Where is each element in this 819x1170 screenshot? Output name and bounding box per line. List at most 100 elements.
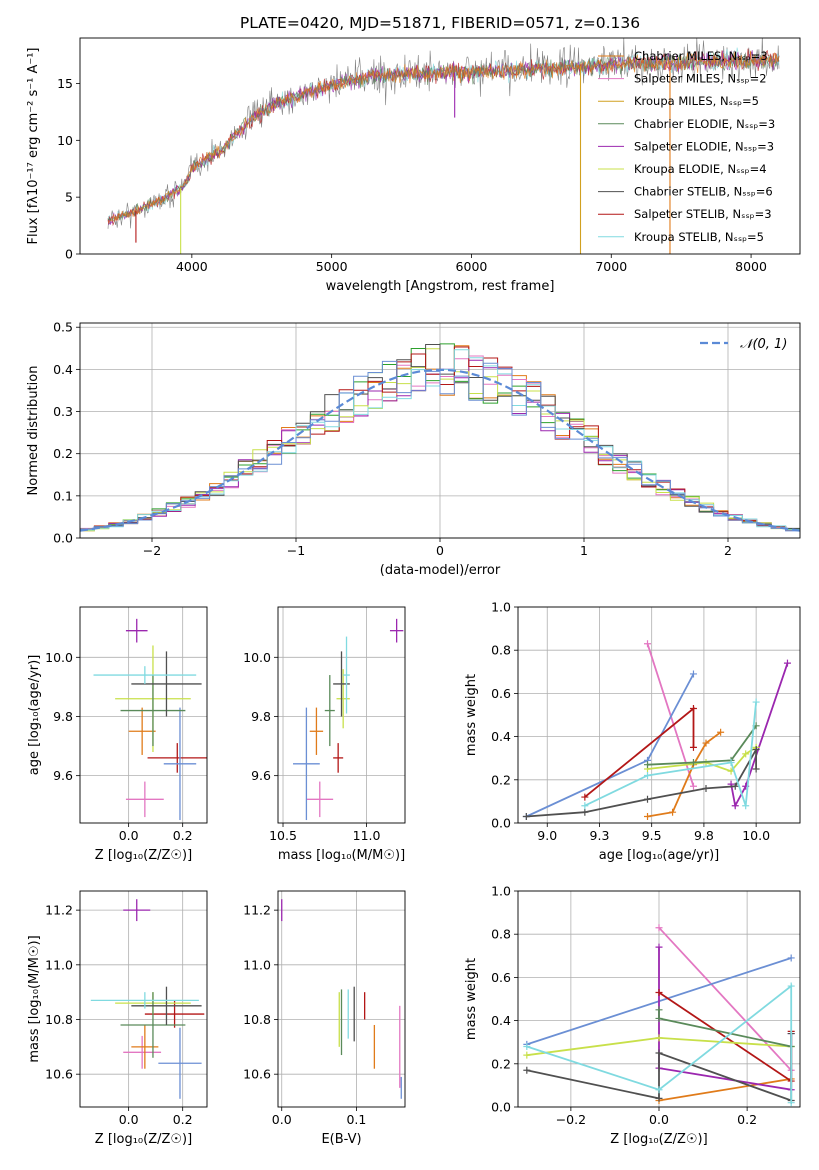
y-tick-label: 0.2 <box>491 772 511 787</box>
panel-mass-EBV: 0.0 0.1 10.6 10.8 11.0 11.2 E(B-V) <box>243 890 406 1147</box>
y-tick-label: 0.0 <box>53 531 73 546</box>
x-tick-label: 9.8 <box>694 828 714 843</box>
x-axis-label: age [log₁₀(age/yr)] <box>599 848 720 863</box>
y-tick-label: 9.6 <box>251 768 271 783</box>
plot-area <box>522 640 791 821</box>
x-tick-label: 0.2 <box>173 1112 193 1127</box>
weight-marker <box>522 813 530 821</box>
plot-area <box>293 618 404 821</box>
errorbar-point <box>128 707 156 755</box>
y-tick-label: 10.0 <box>45 650 73 665</box>
errorbar-point <box>343 636 350 714</box>
weight-marker <box>523 1066 531 1074</box>
x-tick-label: 7000 <box>595 259 627 274</box>
x-tick-label: 4000 <box>176 259 208 274</box>
histogram-step <box>80 360 800 532</box>
weight-marker <box>702 739 710 747</box>
errorbar-point <box>144 1000 205 1028</box>
panel-mass-Z: 0.0 0.2 10.6 10.8 11.0 11.2 Z [log₁₀(Z/Z☉)] mas… <box>27 890 208 1147</box>
y-tick-label: 0.2 <box>53 446 73 461</box>
y-axis-label: mass weight <box>464 674 479 756</box>
x-tick-label: −1 <box>287 543 305 558</box>
legend-label: Kroupa STELIB, Nₛₛₚ=5 <box>634 230 764 244</box>
y-tick-label: 1.0 <box>491 884 511 899</box>
y-tick-label: 0.3 <box>53 404 73 419</box>
weight-marker <box>689 670 697 678</box>
y-tick-label: 10 <box>57 133 73 148</box>
weight-marker <box>581 793 589 801</box>
errorbar-point <box>158 1027 202 1099</box>
figure-title: PLATE=0420, MJD=51871, FIBERID=0571, z=0… <box>240 14 640 32</box>
weight-marker <box>689 782 697 790</box>
weight-marker <box>644 761 652 769</box>
errorbar-point <box>125 618 148 643</box>
weight-marker <box>783 659 791 667</box>
errorbar-point <box>90 992 199 1009</box>
y-tick-label: 0.2 <box>491 1056 511 1071</box>
errorbar-point <box>131 651 202 717</box>
weight-marker <box>523 1043 531 1051</box>
x-tick-label: 1 <box>580 543 588 558</box>
y-tick-label: 5 <box>65 190 73 205</box>
weight-line <box>658 1078 792 1102</box>
y-tick-label: 11.2 <box>45 903 73 918</box>
weight-marker <box>655 989 663 997</box>
y-tick-label: 10.0 <box>243 650 271 665</box>
x-tick-label: 9.5 <box>642 828 662 843</box>
panel-weights-Z: −0.2 0.0 0.2 0.0 0.2 0.4 0.6 0.8 1.0 Z [log₁₀(Z/Z… <box>464 884 801 1147</box>
panel-age-Z: 0.0 0.2 9.6 9.8 10.0 Z [log₁₀(Z/Z☉)] age [log₁… <box>27 606 208 863</box>
y-tick-label: 0 <box>65 247 73 262</box>
weight-marker <box>523 1051 531 1059</box>
plot-area <box>281 899 402 1099</box>
y-tick-label: 0.8 <box>491 927 511 942</box>
errorbar-point <box>389 618 404 643</box>
y-tick-label: 1.0 <box>491 600 511 615</box>
weight-marker <box>742 802 750 810</box>
x-axis-label: mass [log₁₀(M/M☉)] <box>278 848 405 863</box>
y-tick-label: 10.6 <box>243 1067 271 1082</box>
y-tick-label: 0.0 <box>491 816 511 831</box>
errorbar-point <box>131 986 202 1025</box>
y-axis-label: Normed distribution <box>26 366 41 496</box>
y-tick-label: 11.0 <box>45 957 73 972</box>
errorbar-point <box>293 707 320 821</box>
weight-marker <box>731 782 739 790</box>
weight-line <box>584 706 695 798</box>
x-tick-label: 8000 <box>735 259 767 274</box>
normal-curve <box>80 368 800 532</box>
weight-marker <box>727 759 735 767</box>
axes-frame <box>79 890 208 1108</box>
y-tick-label: 10.6 <box>45 1067 73 1082</box>
weight-marker <box>742 750 750 758</box>
weight-marker <box>689 705 697 713</box>
x-tick-label: 0.0 <box>272 1112 292 1127</box>
errorbar-point <box>333 743 344 773</box>
errorbar-point <box>163 707 197 821</box>
legend-label: Chabrier STELIB, Nₛₛₚ=6 <box>634 185 773 199</box>
weight-marker <box>655 1014 663 1022</box>
y-axis-label: age [log₁₀(age/yr)] <box>27 655 42 776</box>
x-tick-label: 10.0 <box>742 828 770 843</box>
x-tick-label: −2 <box>143 543 161 558</box>
x-tick-label: 5000 <box>316 259 348 274</box>
weight-marker <box>581 802 589 810</box>
x-tick-label: 11.0 <box>353 828 381 843</box>
errorbar-point <box>120 992 186 1058</box>
x-tick-label: 10.5 <box>269 828 297 843</box>
axes-frame <box>79 606 208 824</box>
weight-marker <box>581 808 589 816</box>
errorbar-point <box>324 675 335 747</box>
x-tick-label: 0.1 <box>346 1112 366 1127</box>
weight-marker <box>644 795 652 803</box>
weight-marker <box>787 954 795 962</box>
weight-marker <box>752 698 760 706</box>
plot-area <box>80 343 800 532</box>
weight-marker <box>787 1099 795 1107</box>
y-tick-label: 10.8 <box>243 1012 271 1027</box>
weight-marker <box>655 1049 663 1057</box>
axes-frame <box>79 37 801 255</box>
weight-marker <box>644 640 652 648</box>
weight-line <box>647 725 757 766</box>
y-tick-label: 15 <box>57 76 73 91</box>
